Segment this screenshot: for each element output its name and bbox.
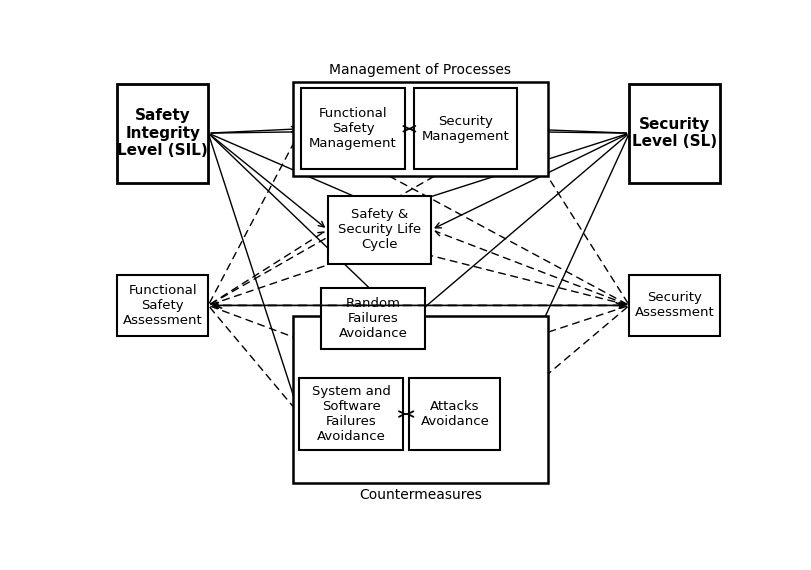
Bar <box>328 196 431 264</box>
Bar <box>410 378 500 450</box>
Text: Functional
Safety
Management: Functional Safety Management <box>309 107 397 150</box>
Bar <box>321 288 425 349</box>
Text: System and
Software
Failures
Avoidance: System and Software Failures Avoidance <box>311 385 391 443</box>
Text: Safety &
Security Life
Cycle: Safety & Security Life Cycle <box>338 208 421 251</box>
Bar <box>299 378 403 450</box>
Text: Security
Management: Security Management <box>422 115 509 142</box>
Bar <box>629 84 720 182</box>
Text: Management of Processes: Management of Processes <box>329 63 512 77</box>
Text: Safety
Integrity
Level (SIL): Safety Integrity Level (SIL) <box>118 108 208 158</box>
Bar <box>414 88 517 169</box>
Text: Security
Assessment: Security Assessment <box>635 291 714 319</box>
Text: Attacks
Avoidance: Attacks Avoidance <box>420 400 489 428</box>
Bar <box>293 316 547 483</box>
Bar <box>629 275 720 336</box>
Text: Random
Failures
Avoidance: Random Failures Avoidance <box>339 297 408 340</box>
Bar <box>301 88 405 169</box>
Bar <box>293 82 547 176</box>
Text: Functional
Safety
Assessment: Functional Safety Assessment <box>122 284 203 327</box>
Text: Security
Level (SL): Security Level (SL) <box>633 117 718 149</box>
Bar <box>117 275 208 336</box>
Text: Countermeasures: Countermeasures <box>359 487 482 502</box>
Bar <box>117 84 208 182</box>
